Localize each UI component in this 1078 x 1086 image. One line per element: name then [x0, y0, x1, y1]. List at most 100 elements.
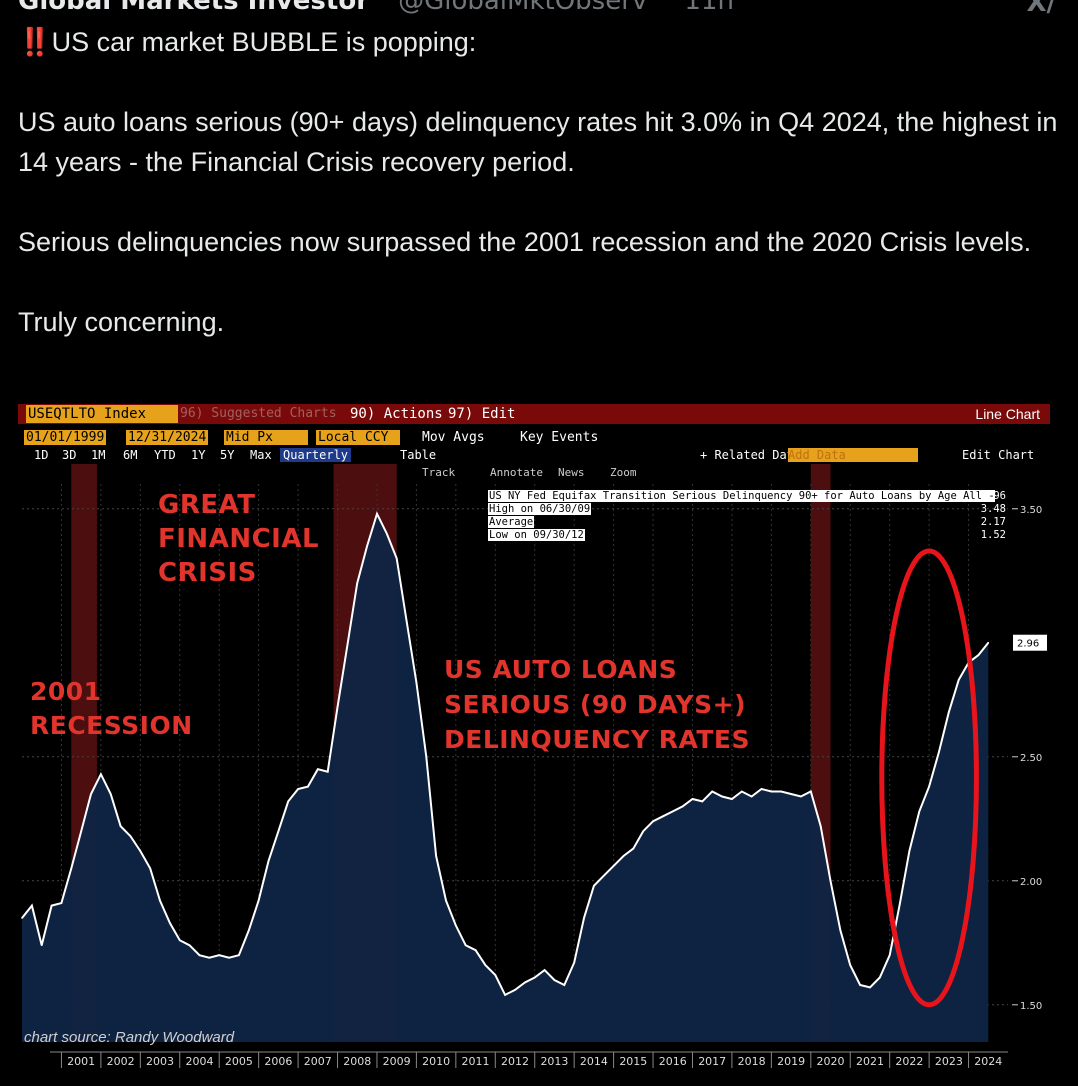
x-tick-label: 2011	[462, 1055, 490, 1068]
suggested-charts-menu[interactable]: 96) Suggested Charts	[180, 406, 337, 421]
track-tool[interactable]: Track	[422, 466, 456, 479]
edit-menu[interactable]: 97) Edit	[448, 406, 516, 422]
series-area	[22, 513, 989, 1042]
actions-menu[interactable]: 90) Actions	[350, 406, 443, 422]
data-point	[376, 512, 378, 515]
author-handle[interactable]: @GlobalMktObserv	[398, 0, 648, 16]
add-data-field[interactable]: Add Data	[788, 448, 918, 462]
data-point	[317, 768, 319, 770]
x-tick-label: 2005	[225, 1055, 253, 1068]
data-point	[267, 860, 270, 862]
data-point	[415, 681, 418, 684]
start-date-field[interactable]: 01/01/1999	[24, 430, 107, 445]
data-point	[494, 974, 497, 976]
related-data-button[interactable]: + Related Dat	[700, 448, 794, 462]
tweet-line-1: ‼️US car market BUBBLE is popping:	[18, 22, 1058, 62]
data-point	[750, 795, 753, 798]
range-ytd[interactable]: YTD	[154, 448, 176, 462]
x-tick-label: 2003	[146, 1055, 174, 1068]
x-tick-label: 2004	[185, 1055, 213, 1068]
grok-icon[interactable]: X/	[1026, 0, 1056, 18]
annotate-tool[interactable]: Annotate	[490, 466, 543, 479]
tweet-paragraph-2: US auto loans serious (90+ days) delinqu…	[18, 107, 1058, 177]
news-tool[interactable]: News	[558, 466, 585, 479]
data-point	[474, 949, 477, 952]
range-max[interactable]: Max	[250, 448, 272, 462]
data-point	[257, 899, 260, 902]
data-point	[464, 944, 467, 947]
edit-chart-button[interactable]: Edit Chart	[962, 448, 1035, 462]
data-point	[740, 790, 743, 793]
current-value-label: 2.96	[1017, 639, 1039, 650]
x-tick-label: 2015	[619, 1055, 647, 1068]
legend-high-row: High on 06/30/09 3.48	[488, 503, 1006, 516]
data-point	[21, 917, 23, 919]
range-1y[interactable]: 1Y	[191, 448, 206, 462]
chart-image[interactable]: 1.50 2.00 2.50 3.50 2.96 2001 2002 2003 2004 2005…	[18, 400, 1058, 1072]
range-6m[interactable]: 6M	[123, 448, 138, 462]
tweet-paragraph-3: Serious delinquencies now surpassed the …	[18, 227, 1032, 257]
data-point	[455, 924, 457, 927]
y-tick-label: 2.00	[1020, 877, 1042, 888]
data-point	[405, 619, 408, 622]
legend-avg-row: Average 2.17	[488, 516, 1006, 529]
data-point	[149, 867, 151, 870]
data-point	[612, 865, 615, 867]
x-tick-label: 2019	[777, 1055, 805, 1068]
data-point	[731, 798, 733, 800]
key-events-toggle[interactable]: Key Events	[520, 430, 599, 445]
data-point	[632, 847, 635, 850]
y-tick-label: 1.50	[1020, 1001, 1042, 1012]
data-point	[760, 788, 763, 790]
ticker-field[interactable]: USEQTLTO Index	[26, 405, 178, 423]
data-point	[918, 810, 921, 813]
end-date-field[interactable]: 12/31/2024	[126, 430, 209, 445]
data-point	[307, 785, 309, 788]
data-point	[622, 855, 625, 857]
data-point	[386, 532, 388, 535]
y-tick-label: 2.50	[1020, 753, 1042, 764]
chart-source: chart source: Randy Woodward	[24, 1029, 235, 1046]
data-point	[129, 835, 132, 837]
double-exclamation-icon: ‼️	[18, 27, 52, 57]
zoom-tool[interactable]: Zoom	[610, 466, 637, 479]
data-point	[957, 679, 960, 681]
table-button[interactable]: Table	[400, 448, 437, 462]
frequency-select[interactable]: Quarterly	[280, 448, 352, 462]
x-tick-label: 2024	[974, 1055, 1002, 1068]
data-point	[159, 899, 161, 902]
data-point	[888, 954, 891, 956]
range-5y[interactable]: 5Y	[220, 448, 235, 462]
data-point	[90, 793, 92, 795]
currency-select[interactable]: Local CCY	[316, 430, 400, 445]
tweet-header: Global Markets Investor @GlobalMktObserv…	[18, 0, 734, 16]
data-point	[800, 795, 802, 798]
x-tick-label: 2008	[343, 1055, 371, 1068]
y-tick-label: 3.50	[1020, 505, 1042, 516]
data-point	[70, 867, 73, 870]
data-point	[297, 788, 299, 790]
range-1d[interactable]: 1D	[34, 448, 49, 462]
data-point	[770, 790, 773, 793]
x-tick-label: 2013	[540, 1055, 568, 1068]
data-point	[701, 800, 704, 803]
data-point	[169, 922, 171, 924]
data-point	[60, 902, 63, 904]
author-name[interactable]: Global Markets Investor	[18, 0, 370, 16]
mov-avgs-toggle[interactable]: Mov Avgs	[422, 430, 485, 445]
legend-low-row: Low on 09/30/12 1.52	[488, 529, 1006, 542]
legend-high-value: 3.48	[980, 503, 1006, 515]
gfc-line-3: CRISIS	[158, 558, 257, 588]
post-time[interactable]: 11h	[684, 0, 734, 16]
price-field-select[interactable]: Mid Px	[224, 430, 308, 445]
x-tick-label: 2010	[422, 1055, 450, 1068]
range-1m[interactable]: 1M	[91, 448, 106, 462]
data-point	[987, 641, 990, 644]
x-tick-label: 2023	[935, 1055, 963, 1068]
data-point	[869, 986, 871, 989]
data-point	[563, 984, 566, 986]
data-point	[228, 956, 230, 959]
x-tick-label: 2017	[698, 1055, 726, 1068]
x-tick-label: 2012	[501, 1055, 529, 1068]
range-3d[interactable]: 3D	[62, 448, 77, 462]
